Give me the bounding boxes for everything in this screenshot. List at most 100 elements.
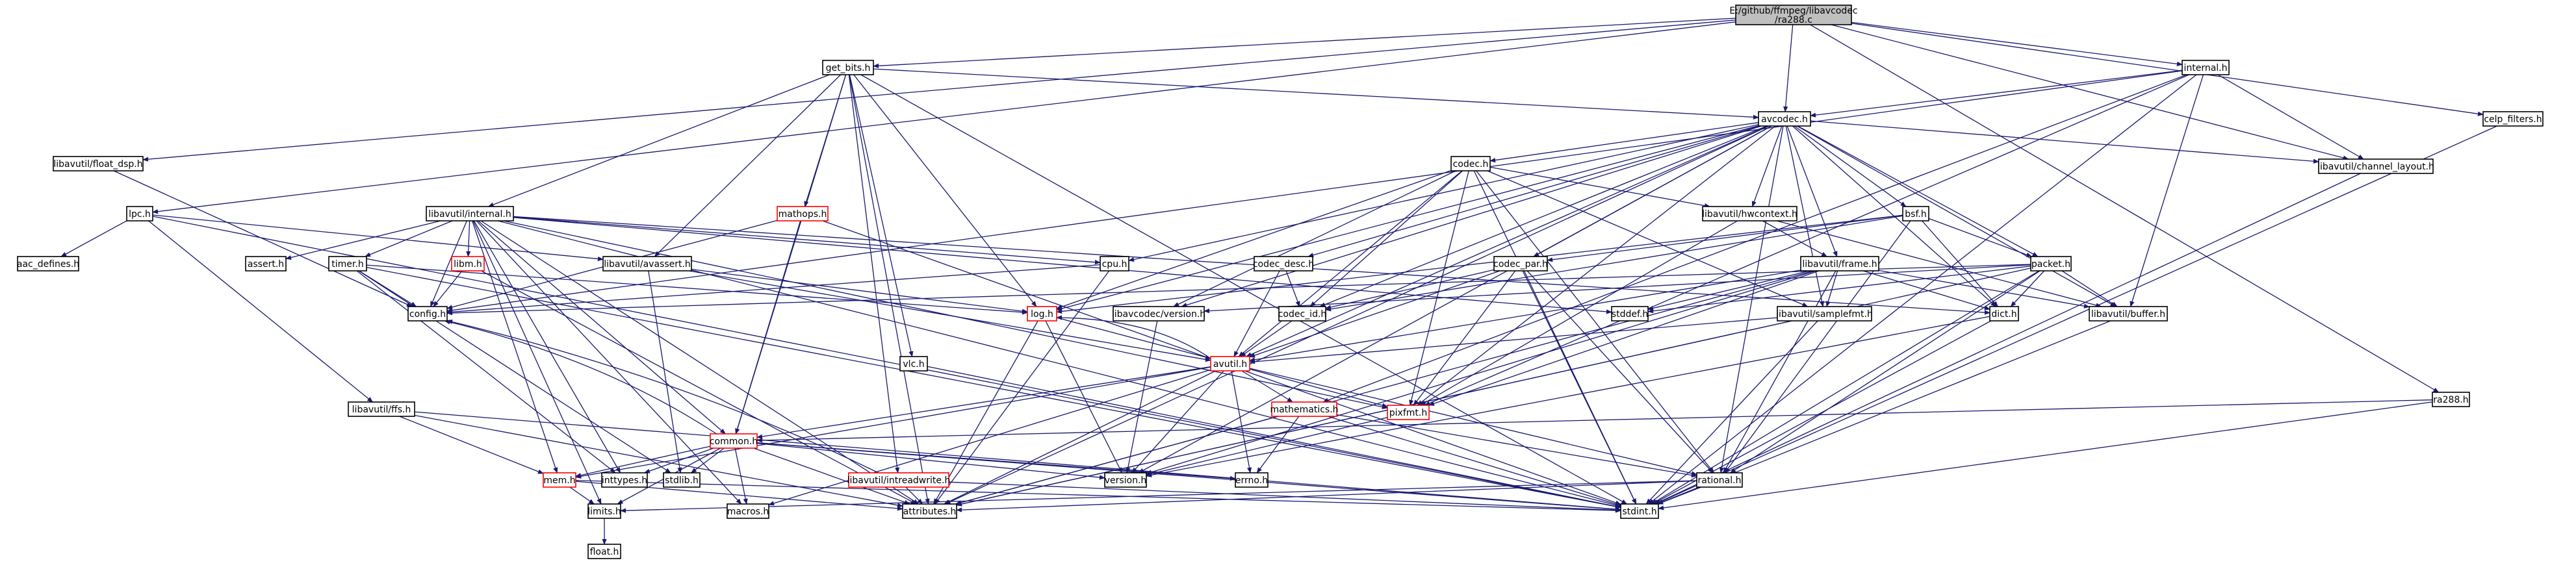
- edge-internal_h-to-stdint_h: [1648, 74, 2197, 505]
- node-attributes-h[interactable]: attributes.h: [902, 503, 957, 519]
- node-box: [328, 256, 367, 271]
- node-ra288-c[interactable]: E:/github/ffmpeg/libavcodec/ra288.c: [1729, 5, 1858, 25]
- edge-internal_h-to-pixfmt_h: [1424, 74, 2189, 406]
- node-pixfmt-h[interactable]: pixfmt.h: [1387, 405, 1430, 420]
- node-libavutil-intreadwrite-h[interactable]: libavutil/intreadwrite.h: [847, 472, 951, 488]
- node-assert-h[interactable]: assert.h: [245, 256, 287, 271]
- node-ra288-h[interactable]: ra288.h: [2432, 392, 2470, 407]
- node-mathops-h[interactable]: mathops.h: [777, 206, 829, 221]
- edge-common_h-to-stdlib_h: [690, 447, 725, 473]
- edge-vlc_h-to-stdint_h: [927, 366, 1621, 509]
- edge-internal_h-to-libavutil_channel_layout_h: [2217, 74, 2364, 160]
- node-timer-h[interactable]: timer.h: [328, 256, 367, 271]
- edge-codec_h-to-rational_h: [1476, 170, 1714, 473]
- edge-libavutil_internal_h-to-common_h: [478, 220, 726, 435]
- node-limits-h[interactable]: limits.h: [587, 503, 621, 519]
- edge-libavutil_frame_h-to-stddef_h: [1647, 270, 1810, 310]
- node-mem-h[interactable]: mem.h: [543, 472, 576, 488]
- node-float-h[interactable]: float.h: [587, 544, 621, 559]
- node-label: avutil.h: [1213, 359, 1247, 370]
- node-stdlib-h[interactable]: stdlib.h: [663, 472, 701, 488]
- node-version-h[interactable]: version.h: [1104, 472, 1147, 488]
- edge-common_h-to-version_h: [756, 442, 1105, 480]
- edge-ra288_c-to-avcodec_h: [1783, 24, 1794, 112]
- node-cpu-h[interactable]: cpu.h: [1100, 256, 1129, 271]
- node-config-h[interactable]: config.h: [407, 306, 448, 321]
- edge-codec_par_h-to-avutil_h: [1249, 270, 1501, 358]
- node-vlc-h[interactable]: vlc.h: [899, 356, 928, 372]
- node-common-h[interactable]: common.h: [710, 433, 758, 449]
- edge-get_bits_h-to-libavutil_avassert_h: [654, 74, 842, 257]
- edge-get_bits_h-to-libavutil_intreadwrite_h: [848, 74, 900, 473]
- node-rational-h[interactable]: rational.h: [1696, 472, 1743, 488]
- node-libavcodec-version-h[interactable]: libavcodec/version.h: [1112, 306, 1205, 321]
- node-label: dict.h: [1991, 309, 2016, 320]
- node-codec-h[interactable]: codec.h: [1450, 156, 1491, 171]
- node-codec-par-h[interactable]: codec_par.h: [1493, 256, 1548, 271]
- node-avcodec-h[interactable]: avcodec.h: [1758, 111, 1811, 127]
- node-label: mem.h: [543, 475, 575, 486]
- node-avutil-h[interactable]: avutil.h: [1210, 356, 1250, 372]
- node-codec-id-h[interactable]: codec_id.h: [1278, 306, 1327, 321]
- node-get-bits-h[interactable]: get_bits.h: [822, 60, 874, 75]
- node-inttypes-h[interactable]: inttypes.h: [601, 472, 648, 488]
- node-label: vlc.h: [903, 359, 924, 370]
- node-packet-h[interactable]: packet.h: [2030, 256, 2072, 271]
- edge-codec_h-to-libavcodec_version_h: [1173, 170, 1456, 307]
- node-box: [2482, 111, 2544, 127]
- node-label: codec_par.h: [1493, 259, 1548, 270]
- edge-internal_h-to-mathematics_h: [1322, 74, 2187, 403]
- node-libavutil-internal-h[interactable]: libavutil/internal.h: [426, 206, 514, 221]
- node-label: inttypes.h: [602, 475, 647, 486]
- edge-avcodec_h-to-codec_desc_h: [1307, 125, 1760, 258]
- node-box: [848, 472, 949, 488]
- edge-timer_h-to-inttypes_h: [356, 270, 616, 473]
- node-errno-h[interactable]: errno.h: [1235, 472, 1269, 488]
- edge-common_h-to-inttypes_h: [643, 447, 714, 473]
- node-stddef-h[interactable]: stddef.h: [1611, 306, 1649, 321]
- node-label: libavutil/float_dsp.h: [53, 159, 142, 170]
- edge-libavutil_internal_h-to-timer_h: [365, 220, 453, 257]
- node-dict-h[interactable]: dict.h: [1989, 306, 2019, 321]
- node-box: [543, 472, 576, 488]
- dependency-edges: [60, 18, 2497, 545]
- node-bsf-h[interactable]: bsf.h: [1902, 206, 1929, 221]
- edge-packet_h-to-stddef_h: [1647, 266, 2031, 314]
- edge-avutil_h-to-common_h: [756, 366, 1211, 439]
- edge-libavutil_frame_h-to-dict_h: [1862, 270, 1990, 310]
- node-box: [2432, 392, 2470, 407]
- node-macros-h[interactable]: macros.h: [727, 503, 769, 519]
- node-internal-h[interactable]: internal.h: [2182, 60, 2230, 75]
- node-mathematics-h[interactable]: mathematics.h: [1270, 401, 1339, 417]
- edge-common_h-to-mem_h: [575, 446, 711, 478]
- node-libavutil-samplefmt-h[interactable]: libavutil/samplefmt.h: [1776, 306, 1873, 321]
- edge-log_h-to-version_h: [1045, 320, 1123, 473]
- edge-libm_h-to-attributes_h: [481, 270, 917, 505]
- node-libavutil-channel-layout-h[interactable]: libavutil/channel_layout.h: [2317, 158, 2434, 174]
- node-celp-filters-h[interactable]: celp_filters.h: [2482, 111, 2544, 127]
- node-label: libavcodec/version.h: [1112, 309, 1205, 320]
- edge-avcodec_h-to-libavutil_channel_layout_h: [1810, 120, 2319, 164]
- edge-libavutil_intreadwrite_h-to-stdint_h: [948, 481, 1621, 513]
- node-libavutil-hwcontext-h[interactable]: libavutil/hwcontext.h: [1702, 206, 1797, 221]
- node-box: [601, 472, 648, 488]
- node-box: [1777, 306, 1872, 321]
- node-libavutil-buffer-h[interactable]: libavutil/buffer.h: [2089, 306, 2168, 321]
- node-libavutil-avassert-h[interactable]: libavutil/avassert.h: [602, 256, 692, 271]
- node-libavutil-ffs-h[interactable]: libavutil/ffs.h: [348, 401, 415, 417]
- node-label: assert.h: [248, 259, 284, 270]
- node-lpc-h[interactable]: lpc.h: [126, 206, 153, 221]
- node-aac-defines-h[interactable]: aac_defines.h: [17, 256, 79, 271]
- node-codec-desc-h[interactable]: codec_desc.h: [1253, 256, 1314, 271]
- node-label: libavutil/intreadwrite.h: [847, 475, 951, 486]
- edge-libavutil_hwcontext_h-to-libavutil_frame_h: [1762, 220, 1827, 257]
- node-libm-h[interactable]: libm.h: [451, 256, 485, 271]
- node-libavutil-frame-h[interactable]: libavutil/frame.h: [1800, 256, 1879, 271]
- node-box: [1758, 111, 1811, 127]
- node-libavutil-float-dsp-h[interactable]: libavutil/float_dsp.h: [53, 156, 144, 171]
- edge-pixfmt_h-to-version_h: [1146, 417, 1388, 476]
- node-stdint-h[interactable]: stdint.h: [1620, 503, 1659, 519]
- edge-lpc_h-to-stdint_h: [152, 216, 1621, 509]
- node-label: cpu.h: [1102, 259, 1127, 270]
- node-log-h[interactable]: log.h: [1027, 306, 1057, 321]
